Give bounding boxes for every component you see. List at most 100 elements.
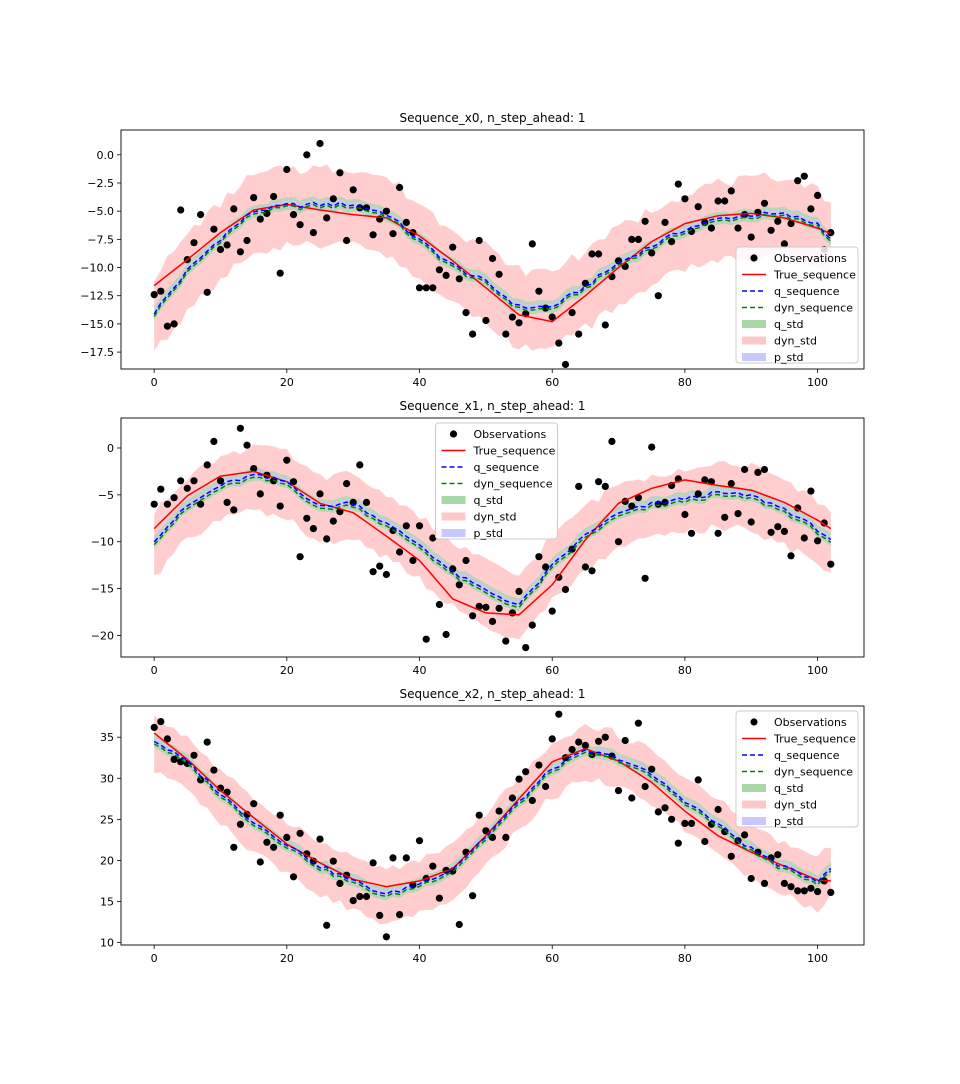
observation-point [236,820,244,828]
observation-point [827,560,835,568]
observation-point [289,873,298,881]
observation-point [316,490,324,498]
observation-point [349,897,357,905]
y-tick-label: −15 [91,583,114,596]
observation-point [515,319,523,327]
observation-point [210,225,218,233]
observation-point [369,231,377,239]
axes-frame [120,129,865,370]
legend: Observations True_sequence q_sequence dyn_s… [735,710,859,828]
observation-point [800,172,808,180]
observation-point [648,249,656,257]
y-tick-label: 0 [107,442,114,455]
observation-point [548,735,556,743]
observation-point [343,236,351,245]
observation-point [508,794,516,802]
observation-point [396,911,404,919]
observation-point [296,553,304,561]
legend-label-p-std: p_std [474,527,504,540]
legend-marker-dyn-std [441,512,466,521]
observation-point [422,635,430,643]
observation-point [654,292,662,300]
observation-point [250,194,258,202]
observation-point [515,587,523,596]
observation-point [548,313,556,321]
observation-point [389,854,397,862]
observation-point [449,565,457,573]
observation-point [303,514,311,522]
observation-point [163,735,171,743]
x-tick-label: 80 [678,664,692,677]
observation-point [807,205,815,213]
observation-point [230,843,238,851]
x-tick-label: 40 [413,376,427,389]
observation-point [263,838,271,846]
observation-point [687,529,696,537]
subplot-1: 0 20 40 60 80 100 0 −5 −10 −15 −20 Sequence_x1, n_s… [91,399,865,677]
observation-point [568,745,576,754]
observation-point [628,235,636,243]
x-tick-label: 20 [280,664,294,677]
legend-label-q-std: q_std [774,782,804,795]
observation-point [376,562,384,570]
observation-point [787,552,795,560]
observation-point [714,529,722,537]
observation-point [197,500,205,508]
observation-point [190,239,198,247]
observation-point [694,203,702,211]
observation-point [827,229,835,237]
observation-point [561,360,570,369]
observation-point [814,537,822,545]
observation-point [376,911,384,920]
observation-point [568,545,576,553]
observation-point [747,233,755,241]
observation-point [216,245,225,254]
observation-point [760,879,769,888]
legend-label-p-std: p_std [774,815,804,828]
observation-point [668,238,676,246]
observation-point [528,796,536,805]
observation-point [469,892,477,900]
q-std-band [154,196,831,321]
chart-title: Sequence_x0, n_step_ahead: 1 [400,111,586,125]
observation-point [522,644,530,652]
x-tick-label: 0 [151,952,158,965]
observation-point [323,214,331,222]
observation-point [575,330,583,338]
observation-point [774,523,782,531]
observation-point [449,243,457,251]
observation-point [488,617,497,626]
observation-point [495,807,503,815]
observation-point [707,820,716,828]
observation-point [661,804,669,812]
observation-point [767,226,775,234]
legend-label-dyn-sequence: dyn_sequence [474,478,553,491]
observation-point [270,192,278,201]
legend-label-dyn-sequence: dyn_sequence [774,302,853,315]
observation-point [628,502,636,510]
observation-point [369,568,377,576]
observation-point [396,183,404,192]
observation-point [648,765,656,773]
true-sequence-line [153,203,832,323]
observation-point [369,859,377,867]
observation-point [588,250,596,258]
observation-point [581,563,590,571]
observation-point [807,487,815,495]
y-tick-label: −7.5 [87,233,114,246]
observation-point [767,528,775,536]
observation-point [661,498,669,506]
observation-point [555,339,563,347]
observation-point [741,831,749,839]
q-sequence-line [153,201,832,315]
observation-point [270,843,278,851]
observation-point [422,284,430,292]
observation-point [250,800,258,808]
observation-point [701,476,709,484]
legend-label-dyn-sequence: dyn_sequence [774,766,853,779]
observation-point [568,309,576,317]
observation-point [734,509,742,518]
observation-point [522,768,530,776]
observation-point [488,254,497,263]
